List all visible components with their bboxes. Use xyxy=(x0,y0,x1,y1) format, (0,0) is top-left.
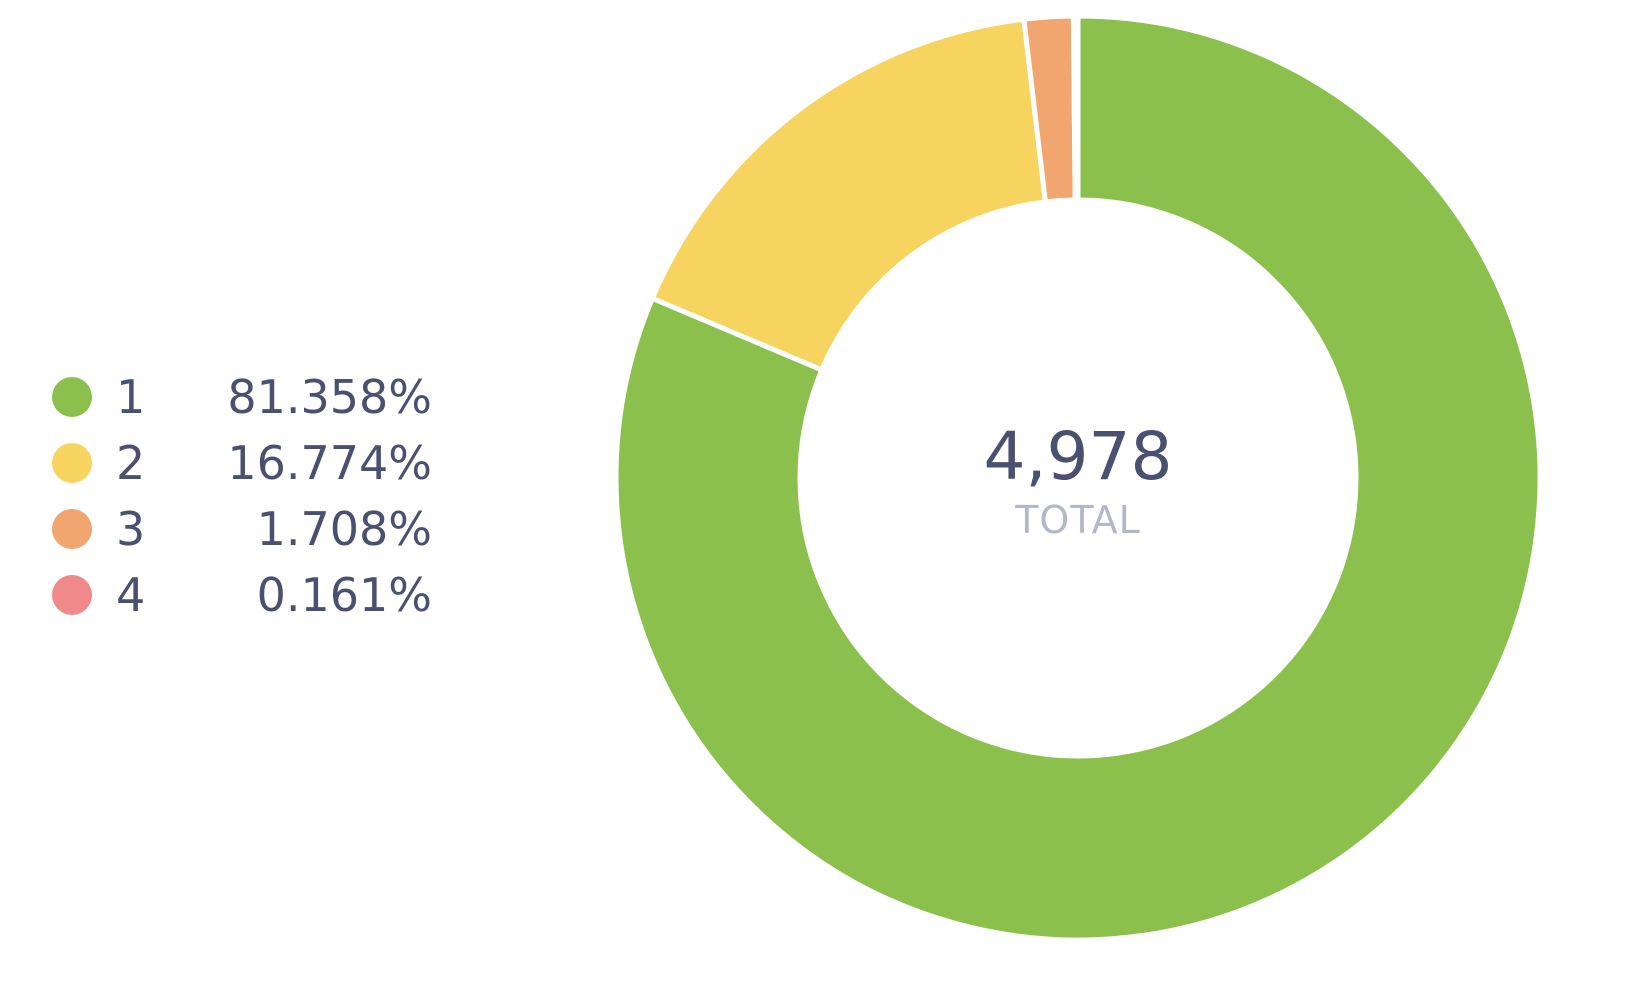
legend-item-3[interactable]: 3 1.708% xyxy=(52,496,432,562)
chart-legend: 1 81.358% 2 16.774% 3 1.708% 4 0.161% xyxy=(52,364,432,628)
donut-slice-2[interactable] xyxy=(649,16,1048,373)
donut-slice-4[interactable] xyxy=(1070,13,1081,203)
legend-value: 0.161% xyxy=(256,568,432,622)
legend-label: 3 xyxy=(116,502,146,556)
legend-item-2[interactable]: 2 16.774% xyxy=(52,430,432,496)
legend-value: 81.358% xyxy=(227,370,432,424)
legend-label: 2 xyxy=(116,436,146,490)
legend-value: 1.708% xyxy=(256,502,432,556)
legend-dot-icon xyxy=(52,575,92,615)
total-value: 4,978 xyxy=(983,418,1173,495)
donut-slice-1[interactable] xyxy=(613,13,1543,943)
legend-label: 1 xyxy=(116,370,146,424)
legend-dot-icon xyxy=(52,443,92,483)
legend-label: 4 xyxy=(116,568,146,622)
total-caption: TOTAL xyxy=(1015,498,1141,542)
legend-item-1[interactable]: 1 81.358% xyxy=(52,364,432,430)
legend-dot-icon xyxy=(52,377,92,417)
legend-item-4[interactable]: 4 0.161% xyxy=(52,562,432,628)
legend-value: 16.774% xyxy=(227,436,432,490)
legend-dot-icon xyxy=(52,509,92,549)
